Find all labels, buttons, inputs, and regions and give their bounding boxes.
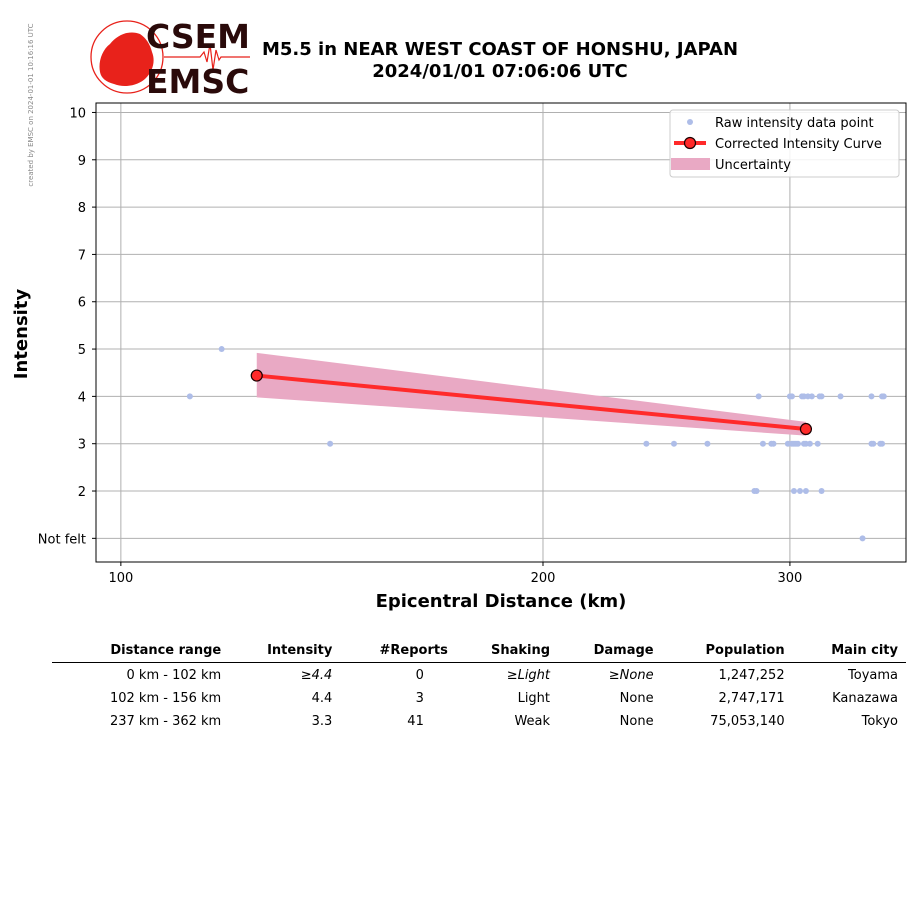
- cell-damage: ≥None: [608, 668, 654, 683]
- raw-data-point: [704, 440, 711, 447]
- cell-distance-range: 237 km - 362 km: [109, 714, 222, 729]
- raw-data-point: [880, 393, 887, 400]
- raw-data-point: [755, 393, 762, 400]
- uncertainty-band-layer: [256, 352, 806, 436]
- y-tick-label: 9: [78, 154, 86, 169]
- cell-shaking: Weak: [514, 714, 551, 729]
- header-population: Population: [661, 640, 793, 663]
- legend-uncertainty-swatch: [671, 158, 710, 170]
- legend-raw-label: Raw intensity data point: [715, 116, 874, 131]
- emsc-logo: CSEM EMSC: [90, 17, 250, 101]
- cell-main-city: Toyama: [848, 668, 898, 683]
- header-distance-range: Distance range: [52, 640, 230, 663]
- raw-data-point: [327, 440, 334, 447]
- raw-data-point: [859, 535, 866, 542]
- table-row: 0 km - 102 km ≥4.4 0 ≥Light ≥None 1,247,…: [52, 663, 906, 687]
- axis-ticks: Not felt 2 3 4 5 6 7 8 9 10 100 200 300: [38, 106, 803, 586]
- raw-data-point: [802, 488, 809, 495]
- raw-data-point: [837, 393, 844, 400]
- x-axis-label: Epicentral Distance (km): [376, 591, 627, 612]
- chart-title: M5.5 in NEAR WEST COAST OF HONSHU, JAPAN: [262, 39, 738, 60]
- raw-data-point: [814, 440, 821, 447]
- raw-data-point: [753, 488, 760, 495]
- header-main-city: Main city: [792, 640, 906, 663]
- raw-data-point: [670, 440, 677, 447]
- cell-distance-range: 102 km - 156 km: [109, 691, 222, 706]
- corrected-curve-marker: [250, 369, 263, 382]
- header-shaking: Shaking: [455, 640, 559, 663]
- y-tick-label: 6: [78, 296, 86, 311]
- y-tick-label: Not felt: [38, 532, 86, 547]
- chart-legend: Raw intensity data point Corrected Inten…: [669, 109, 900, 178]
- y-tick-label: 8: [78, 201, 86, 216]
- x-tick-label: 100: [108, 571, 133, 586]
- table-header-row: Distance range Intensity #Reports Shakin…: [52, 640, 906, 663]
- logo-emsc-text: EMSC: [146, 62, 249, 101]
- cell-damage: None: [619, 691, 654, 706]
- y-tick-label: 10: [69, 106, 86, 121]
- legend-raw-marker: [687, 119, 693, 125]
- cell-intensity: 3.3: [311, 714, 333, 729]
- header-reports: #Reports: [340, 640, 456, 663]
- raw-data-point: [186, 393, 193, 400]
- raw-data-point: [770, 440, 777, 447]
- y-tick-label: 7: [78, 248, 86, 263]
- raw-data-point: [218, 346, 225, 353]
- cell-intensity: ≥4.4: [300, 668, 333, 683]
- intensity-chart: CSEM EMSC M5.5 in NEAR WEST COAST OF HON…: [11, 17, 907, 612]
- raw-points-layer: [186, 346, 887, 542]
- cell-damage: None: [619, 714, 654, 729]
- x-tick-label: 300: [777, 571, 802, 586]
- raw-data-point: [818, 393, 825, 400]
- legend-curve-marker: [683, 136, 697, 150]
- header-intensity: Intensity: [229, 640, 341, 663]
- y-tick-label: 2: [78, 485, 86, 500]
- cell-distance-range: 0 km - 102 km: [126, 668, 222, 683]
- cell-reports: 0: [415, 668, 424, 683]
- raw-data-point: [870, 440, 877, 447]
- corrected-curve-marker: [799, 422, 813, 436]
- logo-csem-text: CSEM: [146, 17, 250, 56]
- legend-uncertainty-label: Uncertainty: [715, 158, 791, 173]
- y-tick-label: 5: [78, 343, 86, 358]
- raw-data-point: [794, 440, 801, 447]
- cell-main-city: Tokyo: [861, 714, 898, 729]
- raw-data-point: [790, 488, 797, 495]
- raw-data-point: [868, 393, 875, 400]
- raw-data-point: [806, 440, 813, 447]
- chart-subtitle: 2024/01/01 07:06:06 UTC: [372, 61, 628, 82]
- table-row: 102 km - 156 km 4.4 3 Light None 2,747,1…: [52, 686, 906, 709]
- europe-map-shape: [99, 32, 154, 86]
- cell-shaking: Light: [517, 691, 551, 706]
- uncertainty-band: [256, 352, 806, 436]
- cell-population: 1,247,252: [718, 668, 785, 683]
- cell-reports: 41: [407, 714, 424, 729]
- x-tick-label: 200: [531, 571, 556, 586]
- y-axis-label: Intensity: [11, 289, 32, 380]
- cell-main-city: Kanazawa: [832, 691, 898, 706]
- corrected-curve-layer: [250, 369, 813, 436]
- cell-intensity: 4.4: [311, 691, 333, 706]
- raw-data-point: [643, 440, 650, 447]
- legend-box: [669, 109, 900, 178]
- raw-data-point: [808, 393, 815, 400]
- table-row: 237 km - 362 km 3.3 41 Weak None 75,053,…: [52, 709, 906, 732]
- raw-data-point: [759, 440, 766, 447]
- corrected-curve-line: [254, 373, 808, 432]
- legend-curve-label: Corrected Intensity Curve: [715, 137, 882, 152]
- raw-data-point: [818, 488, 825, 495]
- cell-reports: 3: [415, 691, 424, 706]
- plot-frame: [95, 102, 907, 563]
- intensity-summary-table: Distance range Intensity #Reports Shakin…: [52, 640, 906, 732]
- raw-data-point: [879, 440, 886, 447]
- y-tick-label: 3: [78, 438, 86, 453]
- cell-population: 2,747,171: [718, 691, 785, 706]
- cell-shaking: ≥Light: [506, 668, 551, 683]
- raw-data-point: [788, 393, 795, 400]
- seismogram-line: [164, 43, 250, 71]
- y-tick-label: 4: [78, 390, 86, 405]
- header-damage: Damage: [558, 640, 662, 663]
- cell-population: 75,053,140: [710, 714, 785, 729]
- raw-data-point: [796, 488, 803, 495]
